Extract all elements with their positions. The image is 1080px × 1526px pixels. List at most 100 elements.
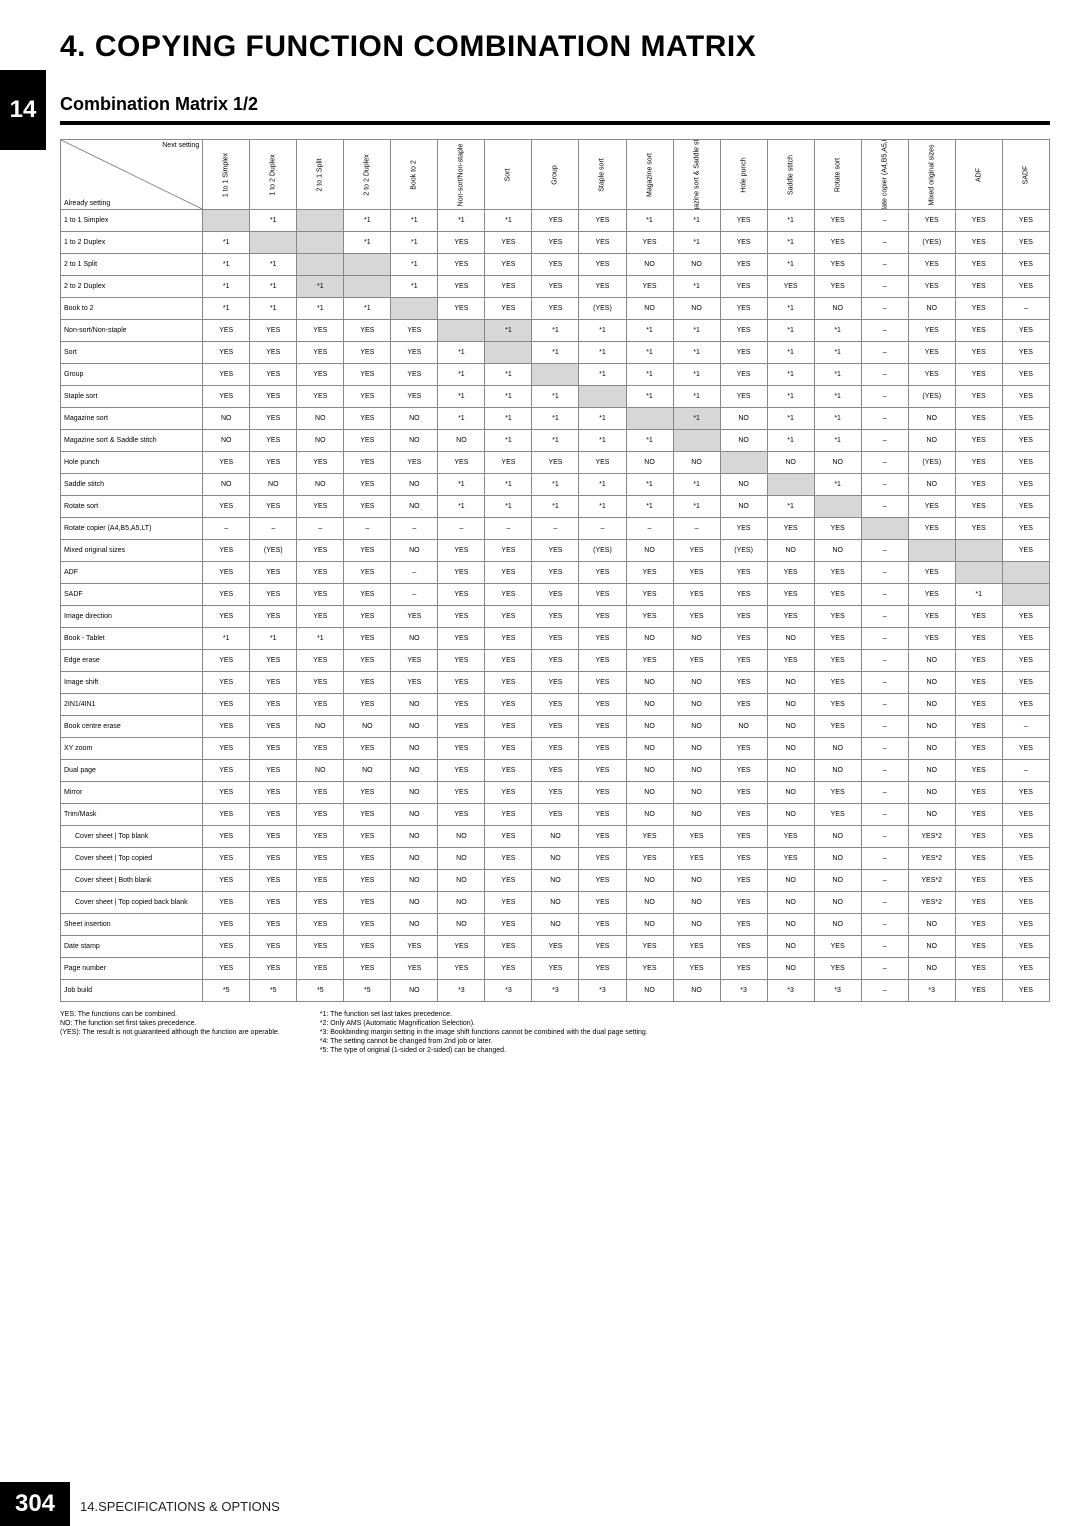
page-number: 304	[0, 1482, 70, 1526]
matrix-cell: *1	[673, 386, 720, 408]
matrix-cell: YES	[391, 342, 438, 364]
row-header: Mirror	[61, 782, 203, 804]
row-header: Mixed original sizes	[61, 540, 203, 562]
matrix-cell: YES	[250, 650, 297, 672]
matrix-cell: YES	[203, 892, 250, 914]
matrix-cell: *1	[814, 364, 861, 386]
matrix-cell: –	[532, 518, 579, 540]
matrix-cell: YES	[955, 672, 1002, 694]
row-header: 2 to 1 Split	[61, 254, 203, 276]
matrix-cell: NO	[767, 540, 814, 562]
row-header: XY zoom	[61, 738, 203, 760]
matrix-cell	[908, 540, 955, 562]
col-header: Magazine sort & Saddle stitch	[673, 140, 720, 210]
matrix-cell: YES	[955, 716, 1002, 738]
matrix-cell: *1	[767, 210, 814, 232]
matrix-cell: –	[861, 364, 908, 386]
matrix-cell: NO	[720, 430, 767, 452]
matrix-cell: YES	[579, 650, 626, 672]
matrix-cell: *5	[203, 980, 250, 1002]
matrix-cell: YES	[485, 232, 532, 254]
matrix-cell: YES	[485, 738, 532, 760]
matrix-cell: NO	[297, 716, 344, 738]
matrix-cell: YES	[1002, 848, 1049, 870]
matrix-cell: YES	[485, 276, 532, 298]
matrix-cell: NO	[673, 892, 720, 914]
matrix-cell: YES	[579, 848, 626, 870]
matrix-cell: *1	[767, 254, 814, 276]
table-row: SortYESYESYESYESYES*1*1*1*1*1YES*1*1–YES…	[61, 342, 1050, 364]
matrix-cell: *1	[438, 474, 485, 496]
matrix-cell: YES	[203, 760, 250, 782]
matrix-cell: YES	[485, 870, 532, 892]
matrix-cell: YES	[203, 584, 250, 606]
matrix-cell: YES	[626, 606, 673, 628]
matrix-cell: YES	[767, 518, 814, 540]
matrix-cell: NO	[391, 914, 438, 936]
row-header: 1 to 1 Simplex	[61, 210, 203, 232]
matrix-cell: YES	[391, 650, 438, 672]
matrix-cell: YES	[250, 584, 297, 606]
matrix-cell: –	[861, 342, 908, 364]
matrix-cell: YES	[767, 650, 814, 672]
matrix-cell: NO	[203, 408, 250, 430]
matrix-cell: YES	[250, 870, 297, 892]
matrix-cell: YES	[203, 738, 250, 760]
matrix-cell: *1	[532, 386, 579, 408]
matrix-cell: YES	[203, 782, 250, 804]
matrix-cell: –	[861, 738, 908, 760]
matrix-cell: NO	[391, 892, 438, 914]
matrix-cell: YES	[250, 408, 297, 430]
matrix-cell: YES	[955, 782, 1002, 804]
matrix-cell: YES	[438, 584, 485, 606]
row-header: Rotate sort	[61, 496, 203, 518]
table-row: Hole punchYESYESYESYESYESYESYESYESYESNON…	[61, 452, 1050, 474]
matrix-cell: YES	[720, 232, 767, 254]
matrix-cell: YES	[908, 254, 955, 276]
matrix-cell: YES	[720, 650, 767, 672]
matrix-cell: YES	[203, 870, 250, 892]
matrix-cell: *1	[532, 342, 579, 364]
footer-spec: 14.SPECIFICATIONS & OPTIONS	[80, 1499, 280, 1514]
matrix-cell: YES	[720, 936, 767, 958]
matrix-cell: NO	[438, 892, 485, 914]
row-header: Cover sheet | Both blank	[61, 870, 203, 892]
matrix-cell: NO	[673, 782, 720, 804]
matrix-cell: –	[861, 848, 908, 870]
matrix-cell: NO	[438, 870, 485, 892]
matrix-cell: (YES)	[720, 540, 767, 562]
matrix-cell: *1	[673, 342, 720, 364]
matrix-cell: YES	[720, 848, 767, 870]
col-header: 1 to 1 Simplex	[203, 140, 250, 210]
matrix-cell: YES	[344, 804, 391, 826]
row-header: Job build	[61, 980, 203, 1002]
table-row: 2 to 2 Duplex*1*1*1*1YESYESYESYESYES*1YE…	[61, 276, 1050, 298]
matrix-cell: YES	[814, 254, 861, 276]
matrix-cell: YES	[297, 914, 344, 936]
matrix-cell: *1	[297, 276, 344, 298]
table-row: SADFYESYESYESYES–YESYESYESYESYESYESYESYE…	[61, 584, 1050, 606]
matrix-cell: NO	[767, 782, 814, 804]
matrix-cell: *1	[579, 474, 626, 496]
matrix-cell: YES	[955, 430, 1002, 452]
matrix-cell: NO	[673, 870, 720, 892]
matrix-cell: YES	[720, 210, 767, 232]
matrix-cell: NO	[532, 870, 579, 892]
matrix-cell	[344, 276, 391, 298]
matrix-cell: *1	[438, 386, 485, 408]
matrix-cell: YES	[344, 848, 391, 870]
row-header: Non-sort/Non-staple	[61, 320, 203, 342]
matrix-cell: YES	[250, 716, 297, 738]
matrix-cell: *1	[626, 320, 673, 342]
matrix-cell: YES	[955, 518, 1002, 540]
matrix-cell: YES	[720, 298, 767, 320]
matrix-cell: *1	[485, 408, 532, 430]
table-row: Date stampYESYESYESYESYESYESYESYESYESYES…	[61, 936, 1050, 958]
matrix-cell: NO	[297, 408, 344, 430]
matrix-cell: YES	[579, 760, 626, 782]
matrix-cell: NO	[673, 804, 720, 826]
matrix-cell: YES	[485, 672, 532, 694]
matrix-cell: NO	[438, 826, 485, 848]
matrix-cell: NO	[344, 716, 391, 738]
table-row: Saddle stitchNONONOYESNO*1*1*1*1*1*1NO*1…	[61, 474, 1050, 496]
